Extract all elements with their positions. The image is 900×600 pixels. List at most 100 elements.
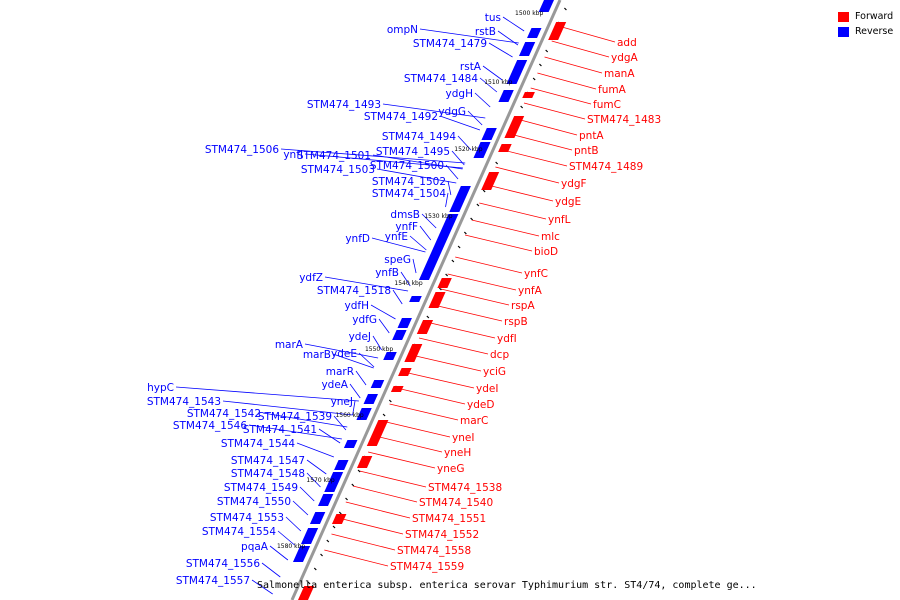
leader-line-stm474-1538 (359, 470, 427, 488)
kbp-tick-label: 1540 kbp (394, 280, 422, 287)
gene-label-stm474-1557: STM474_1557 (176, 575, 250, 587)
tick-mark (338, 511, 342, 515)
gene-label-ydfh: ydfH (345, 300, 369, 312)
gene-label-stm474-1543: STM474_1543 (147, 396, 221, 408)
gene-label-ynei: yneI (452, 432, 474, 444)
leader-line-marc (389, 403, 459, 421)
gene-label-marr: marR (326, 366, 354, 378)
tick-mark (426, 315, 430, 319)
leader-line-mana (544, 56, 603, 74)
leader-line-mlc (471, 219, 540, 237)
gene-label-add: add (617, 37, 637, 49)
forward-gene-arrow (504, 116, 525, 138)
leader-line-stm474-1559 (324, 549, 389, 567)
leader-line-ynfi (304, 153, 463, 169)
reverse-gene-arrow (292, 546, 311, 562)
tick-mark (320, 553, 323, 557)
leader-line-marb (332, 353, 374, 369)
gene-label-stm474-1501: STM474_1501 (297, 150, 371, 162)
gene-label-stm474-1494: STM474_1494 (382, 131, 456, 143)
gene-label-mara: marA (275, 339, 304, 351)
kbp-tick-label: 1520 kbp (454, 146, 482, 153)
gene-label-stm474-1492: STM474_1492 (364, 111, 438, 123)
leader-line-ydei (403, 371, 475, 389)
reverse-gene-arrow (473, 142, 491, 158)
reverse-swatch (838, 26, 849, 37)
leader-line-ydgf (495, 166, 560, 184)
forward-gene-arrow (404, 344, 423, 362)
gene-label-fuma: fumA (598, 84, 627, 96)
gene-label-rspb: rspB (504, 316, 528, 328)
gene-label-ynfb: ynfB (375, 267, 399, 279)
leader-line-stm474-1558 (331, 533, 396, 551)
gene-label-stm474-1552: STM474_1552 (405, 529, 479, 541)
gene-label-stm474-1504: STM474_1504 (372, 188, 446, 200)
gene-label-speg: speG (384, 254, 411, 266)
leader-line-ynfb (400, 271, 411, 287)
forward-gene-arrow (366, 430, 384, 446)
gene-label-marc: marC (460, 415, 488, 427)
gene-label-rsta: rstA (460, 61, 482, 73)
tick-mark (463, 231, 467, 235)
gene-label-stm474-1550: STM474_1550 (217, 496, 291, 508)
tick-labels: 1500 kbp 1510 kbp 1520 kbp 1530 kbp 1540 kbp… (277, 10, 544, 550)
gene-label-stm474-1506: STM474_1506 (205, 144, 279, 156)
tick-mark (313, 567, 317, 571)
leader-line-stm474-1551 (345, 501, 411, 519)
leader-line-rspa (440, 288, 510, 306)
tick-mark (457, 245, 461, 249)
reverse-gene-arrow (409, 296, 422, 302)
reverse-gene-arrow (428, 228, 453, 258)
reverse-gene-arrow (481, 128, 497, 140)
leader-line-stm474-1540 (352, 485, 418, 503)
genome-caption: Salmonella enterica subsp. enterica sero… (257, 580, 757, 591)
tick-mark (470, 217, 474, 221)
leader-line-fumc (530, 87, 592, 105)
leader-line-stm474-1483 (523, 102, 586, 120)
gene-label-stm474-1559: STM474_1559 (390, 561, 464, 573)
leader-line-stm474-1557 (251, 579, 273, 595)
reverse-gene-arrow (309, 512, 326, 524)
forward-gene-arrow (522, 92, 535, 98)
kbp-tick-label: 1560 kbp (335, 412, 363, 419)
gene-label-stm474-1558: STM474_1558 (397, 545, 471, 557)
gene-label-stm474-1500: STM474_1500 (370, 160, 444, 172)
gene-label-ydee: ydeE (331, 348, 357, 360)
leader-line-stm474-1489 (502, 149, 568, 167)
leader-line-stm474-1503 (376, 168, 457, 184)
leader-line-ynej (352, 400, 356, 416)
forward-gene-arrow (298, 586, 315, 600)
kbp-tick-label: 1500 kbp (515, 10, 543, 17)
leader-line-stm474-1495 (451, 150, 465, 166)
leader-line-stm474-1541 (318, 428, 341, 444)
gene-label-stm474-1544: STM474_1544 (221, 438, 295, 450)
gene-label-stm474-1502: STM474_1502 (372, 176, 446, 188)
gene-label-stm474-1479: STM474_1479 (413, 38, 487, 50)
leader-line-yded (396, 387, 466, 405)
leader-line-stm474-1556 (261, 562, 281, 578)
tick-mark (451, 259, 455, 263)
leader-line-yneh (375, 435, 443, 453)
forward-swatch (838, 11, 849, 22)
reverse-gene-arrow (301, 528, 319, 544)
leader-line-stm474-1554 (277, 530, 295, 546)
leader-line-ydga (551, 40, 610, 58)
leader-line-ydfh (370, 304, 396, 320)
leader-line-ydej (372, 335, 383, 351)
leader-line-ydge (487, 184, 554, 202)
gene-label-stm474-1553: STM474_1553 (210, 512, 284, 524)
gene-label-stm474-1551: STM474_1551 (412, 513, 486, 525)
tick-mark (476, 203, 480, 207)
gene-label-stm474-1484: STM474_1484 (404, 73, 478, 85)
leader-line-hypc (175, 386, 359, 402)
leader-line-stm474-1543 (222, 400, 353, 416)
gene-arrows (292, 0, 567, 600)
reverse-gene-arrow (324, 472, 344, 492)
forward-gene-arrow (437, 278, 452, 288)
tick-mark (520, 105, 524, 109)
forward-gene-arrow (398, 368, 412, 376)
tick-mark (326, 539, 330, 543)
gene-label-stm474-1541: STM474_1541 (243, 424, 317, 436)
leader-line-stm474-1484 (479, 77, 498, 93)
